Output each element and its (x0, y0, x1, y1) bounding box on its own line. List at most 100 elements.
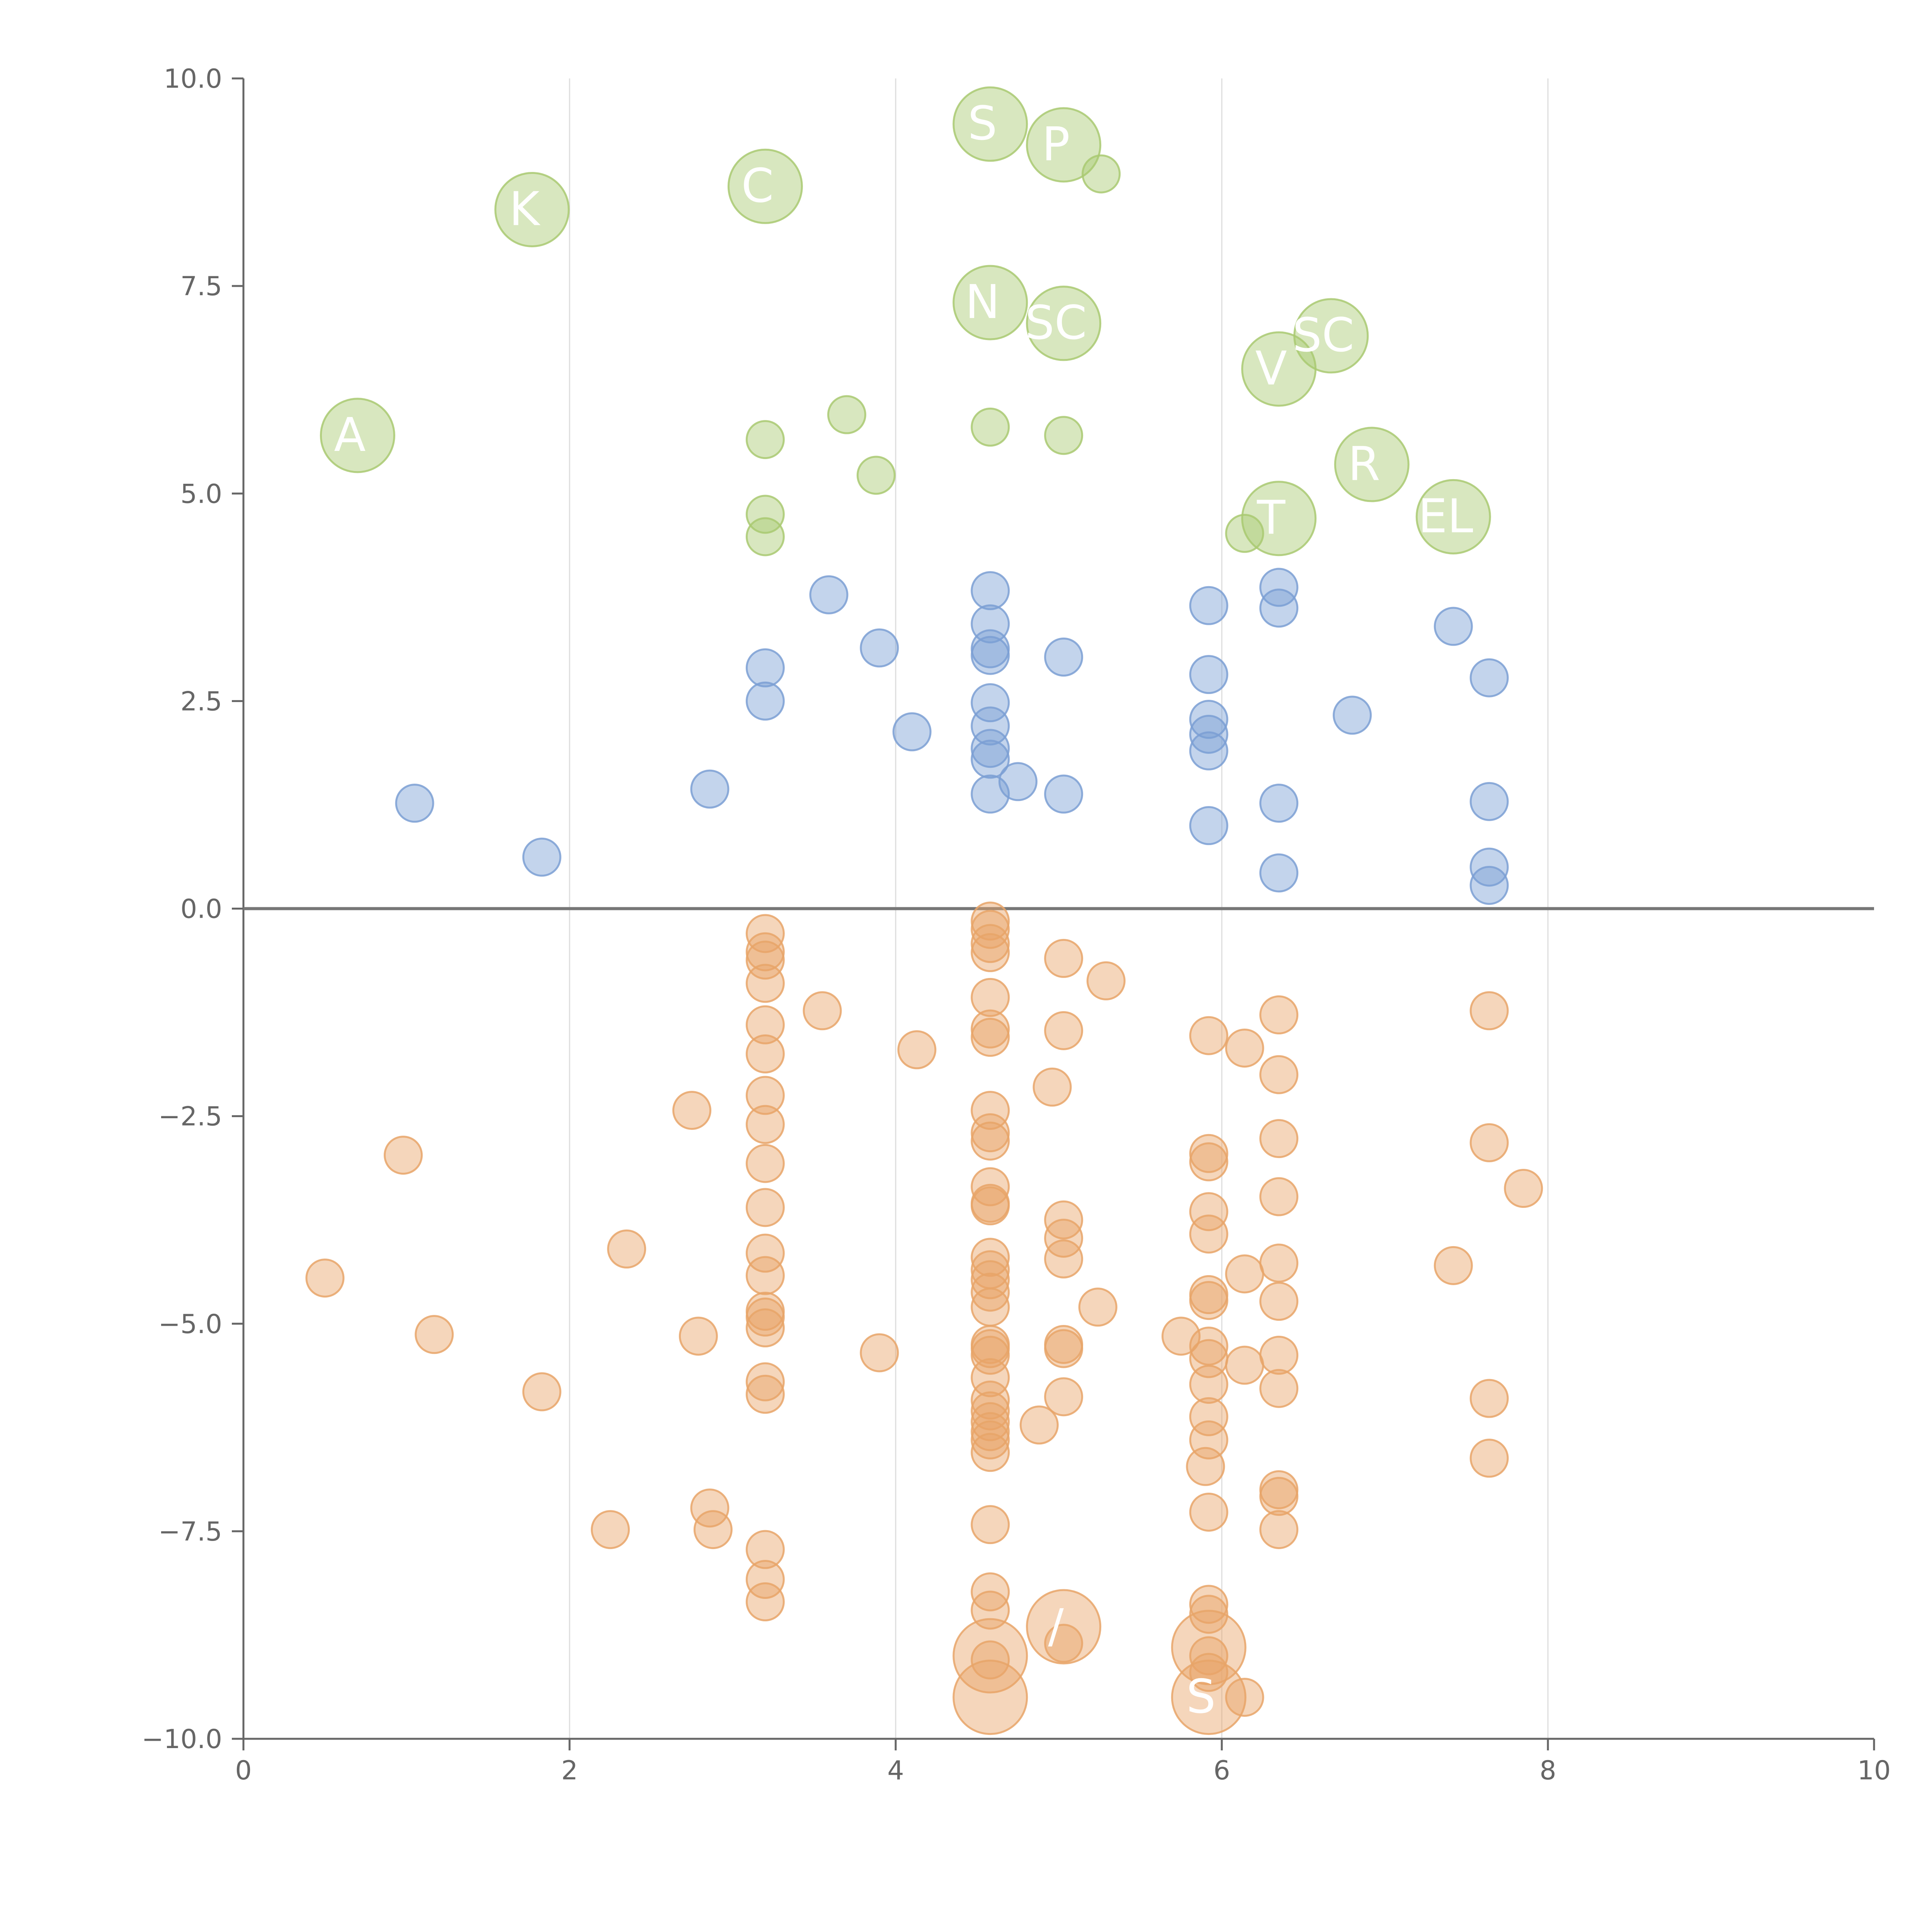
orange-point (971, 1186, 1010, 1226)
blue-point (860, 628, 899, 668)
y-tick-label: 2.5 (180, 686, 222, 717)
orange-point (1225, 1678, 1264, 1717)
blue-point (971, 683, 1010, 723)
orange-point (1044, 1218, 1083, 1258)
orange-point (745, 1530, 785, 1569)
orange-point (745, 1298, 785, 1337)
x-tick-label: 10 (1857, 1755, 1891, 1786)
orange-point (1469, 991, 1509, 1031)
point-label: SC (1025, 296, 1087, 350)
orange-point (1189, 1397, 1228, 1436)
orange-point (1434, 1246, 1473, 1285)
orange-point (971, 901, 1010, 941)
y-tick-label: 0.0 (180, 894, 222, 925)
orange-point (679, 1316, 718, 1356)
orange-point (803, 991, 842, 1031)
orange-point (971, 924, 1010, 963)
orange-point (745, 1374, 785, 1414)
orange-point (672, 1091, 711, 1130)
point-label: / (1048, 1600, 1064, 1653)
orange-point (745, 1144, 785, 1183)
blue-point (745, 648, 785, 687)
green-point (1241, 331, 1317, 407)
blue-point (1189, 655, 1228, 694)
orange-point (745, 964, 785, 1003)
green-point (745, 517, 785, 556)
green-point (1334, 427, 1410, 502)
orange-point (1189, 1595, 1228, 1634)
green-point (827, 395, 866, 434)
blue-point (1044, 774, 1083, 814)
orange-point (1189, 1492, 1228, 1532)
orange-point (971, 978, 1010, 1017)
orange-point (860, 1333, 899, 1372)
green-point (1026, 286, 1102, 361)
green-point (952, 86, 1028, 162)
orange-point (1019, 1405, 1059, 1445)
point-label: P (1042, 118, 1070, 172)
orange-point (971, 933, 1010, 972)
orange-point (745, 1582, 785, 1621)
orange-point (745, 1105, 785, 1144)
green-point (952, 265, 1028, 340)
green-point (1026, 107, 1102, 183)
point-label: S (1186, 1670, 1216, 1724)
orange-point (693, 1510, 733, 1549)
orange-point (1259, 1477, 1299, 1516)
blue-point (1469, 658, 1509, 697)
blue-point (892, 712, 932, 752)
orange-point (971, 1091, 1010, 1130)
orange-point (1469, 1439, 1509, 1478)
orange-point (745, 1188, 785, 1227)
green-point (1044, 416, 1083, 455)
y-tick-label: 5.0 (180, 479, 222, 509)
orange-point (591, 1510, 630, 1549)
blue-point (1469, 782, 1509, 821)
point-label: N (965, 276, 1000, 329)
green-point (1241, 481, 1317, 556)
orange-point (1189, 1214, 1228, 1254)
orange-point (1469, 1379, 1509, 1418)
orange-point (971, 1505, 1010, 1544)
green-point (494, 172, 570, 247)
orange-point (1186, 1447, 1225, 1486)
blue-point (1259, 588, 1299, 628)
green-point (1225, 514, 1264, 553)
y-tick-label: −7.5 (158, 1517, 222, 1547)
point-label: S (968, 97, 997, 151)
orange-point (1259, 1369, 1299, 1408)
orange-point (1044, 1624, 1083, 1663)
orange-point (1225, 1254, 1264, 1294)
blue-point (690, 769, 730, 809)
orange-point (745, 1256, 785, 1295)
orange-point (1032, 1067, 1072, 1107)
orange-point (971, 1433, 1010, 1472)
point-layer (305, 86, 1543, 1735)
green-point (727, 148, 803, 224)
orange-point (1259, 1243, 1299, 1283)
orange-point (897, 1030, 937, 1070)
orange-point (1086, 961, 1126, 1000)
orange-point (1189, 1327, 1228, 1366)
point-label: C (742, 159, 774, 213)
blue-point (1189, 586, 1228, 625)
y-tick-label: 10.0 (164, 64, 222, 94)
blue-point (1189, 700, 1228, 739)
orange-point (745, 1308, 785, 1347)
y-tick-label: −2.5 (158, 1102, 222, 1132)
orange-point (1259, 1335, 1299, 1375)
y-tick-label: 7.5 (180, 271, 222, 302)
green-point (1415, 479, 1491, 554)
orange-point (1259, 1119, 1299, 1158)
orange-point (971, 1238, 1010, 1277)
orange-point (971, 1412, 1010, 1451)
orange-point (1504, 1169, 1543, 1208)
blue-point (1434, 607, 1473, 646)
blue-point (971, 636, 1010, 675)
green-point (1082, 154, 1121, 194)
orange-point (1189, 1016, 1228, 1055)
orange-point (1078, 1287, 1117, 1327)
orange-point (952, 1660, 1028, 1735)
